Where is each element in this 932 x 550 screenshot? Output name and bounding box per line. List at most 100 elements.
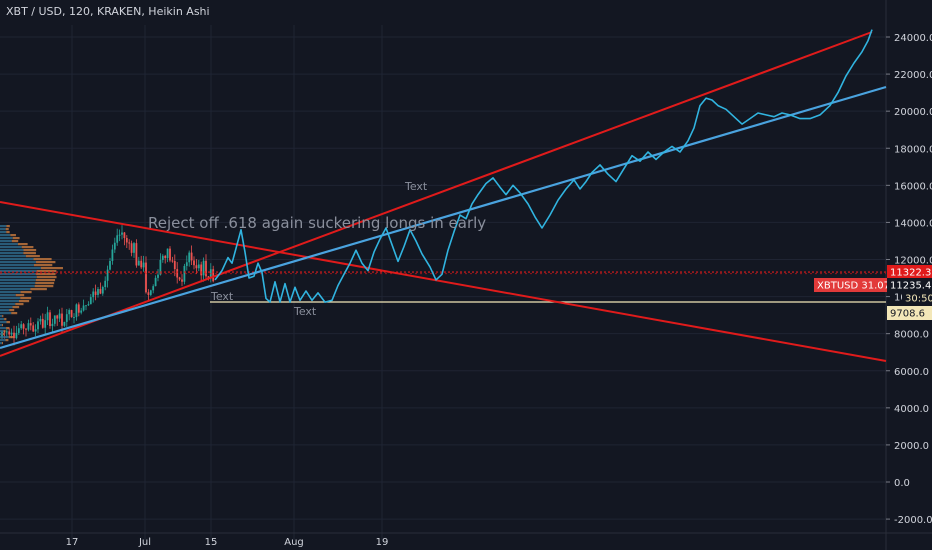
volume-bar-up bbox=[0, 258, 34, 261]
candle-body bbox=[65, 314, 68, 322]
candle-body bbox=[92, 291, 95, 298]
volume-bar-down bbox=[15, 303, 24, 306]
volume-bar-down bbox=[23, 252, 36, 255]
volume-bar-up bbox=[0, 228, 6, 231]
volume-bar-down bbox=[23, 249, 37, 252]
volume-bar-down bbox=[17, 243, 28, 246]
upper-trend-line bbox=[0, 31, 873, 357]
high-price-label: 11322.3 bbox=[890, 268, 931, 279]
candle-body bbox=[176, 269, 179, 278]
volume-bar-up bbox=[0, 276, 37, 279]
candle-body bbox=[32, 325, 35, 332]
y-tick-label: 12000.0 bbox=[894, 256, 932, 267]
candle-body bbox=[128, 242, 131, 244]
candle-body bbox=[20, 324, 23, 329]
price-labels: 11322.3 XBTUSD 31.07%11235.4 30:50 9708.6 bbox=[814, 265, 932, 320]
volume-bar-up bbox=[0, 330, 4, 333]
volume-bar-down bbox=[1, 342, 3, 345]
volume-bar-down bbox=[36, 261, 56, 264]
volume-bar-down bbox=[18, 300, 30, 303]
candle-body bbox=[157, 274, 159, 278]
volume-bar-down bbox=[33, 258, 52, 261]
candle-body bbox=[73, 317, 75, 319]
candle-body bbox=[185, 262, 188, 266]
y-tick-label: 18000.0 bbox=[894, 144, 932, 155]
y-tick-label: -2000.0 bbox=[894, 515, 932, 526]
candle-body bbox=[39, 318, 42, 322]
candle-body bbox=[58, 313, 61, 319]
candle-body bbox=[94, 291, 97, 295]
volume-bar-up bbox=[0, 234, 11, 237]
candle-body bbox=[140, 260, 143, 268]
candle-body bbox=[77, 304, 80, 313]
volume-bar-up bbox=[0, 336, 9, 339]
volume-bar-up bbox=[0, 297, 21, 300]
candle-body bbox=[130, 243, 133, 253]
volume-bar-down bbox=[35, 282, 55, 285]
candle-body bbox=[121, 232, 123, 235]
candle-body bbox=[8, 331, 11, 335]
candle-body bbox=[37, 321, 39, 330]
candle-body bbox=[147, 292, 150, 295]
last-price-label-box bbox=[887, 278, 932, 292]
candle-body bbox=[173, 261, 176, 270]
volume-bar-down bbox=[15, 294, 25, 297]
candle-body bbox=[80, 310, 83, 313]
volume-bar-down bbox=[8, 336, 14, 339]
volume-bar-up bbox=[0, 333, 3, 336]
blue-trend-line bbox=[0, 85, 887, 350]
volume-bar-down bbox=[36, 273, 56, 276]
candle-body bbox=[63, 321, 66, 326]
volume-bar-down bbox=[12, 237, 20, 240]
volume-bar-down bbox=[10, 234, 16, 237]
high-price-label-box bbox=[887, 265, 932, 279]
candle-body bbox=[13, 332, 15, 339]
volume-bar-up bbox=[0, 309, 10, 312]
candle-body bbox=[205, 260, 207, 277]
y-tick-label: 4000.0 bbox=[894, 404, 929, 415]
candle-body bbox=[178, 277, 181, 280]
countdown-label: 30:50 bbox=[905, 294, 932, 305]
candle-body bbox=[123, 232, 126, 238]
volume-bar-down bbox=[1, 324, 3, 327]
volume-bar-down bbox=[11, 312, 18, 315]
volume-bar-up bbox=[0, 327, 7, 330]
projected-path bbox=[214, 29, 873, 303]
volume-bar-down bbox=[40, 267, 63, 270]
volume-bar-up bbox=[0, 231, 7, 234]
candle-body bbox=[101, 286, 104, 294]
y-tick-label: 16000.0 bbox=[894, 181, 932, 192]
volume-bar-up bbox=[0, 294, 16, 297]
price-candles bbox=[1, 225, 215, 346]
candle-body bbox=[5, 331, 8, 333]
candle-body bbox=[212, 269, 215, 282]
y-tick-label: 0.0 bbox=[894, 478, 910, 489]
volume-bar-up bbox=[0, 291, 21, 294]
ticker-label-box bbox=[814, 278, 887, 292]
volume-bar-down bbox=[6, 327, 10, 330]
text-annotation: Text bbox=[404, 180, 428, 193]
y-tick-label: 6000.0 bbox=[894, 367, 929, 378]
y-tick-label: 8000.0 bbox=[894, 330, 929, 341]
candle-body bbox=[137, 260, 140, 266]
volume-bar-up bbox=[0, 267, 41, 270]
volume-bar-up bbox=[0, 273, 37, 276]
volume-bar-down bbox=[6, 321, 10, 324]
volume-bar-up bbox=[0, 255, 26, 258]
candle-body bbox=[34, 329, 37, 332]
candle-body bbox=[41, 318, 44, 328]
x-tick-label: 19 bbox=[376, 537, 389, 548]
candle-body bbox=[125, 237, 128, 243]
candle-body bbox=[181, 279, 183, 282]
last-price-label: 11235.4 bbox=[890, 281, 931, 292]
candle-body bbox=[159, 259, 162, 275]
volume-bar-up bbox=[0, 237, 13, 240]
x-tick-label: Aug bbox=[284, 537, 304, 548]
candle-body bbox=[10, 332, 13, 335]
candle-body bbox=[53, 315, 56, 324]
candle-body bbox=[89, 297, 92, 305]
volume-bar-down bbox=[12, 306, 20, 309]
candle-body bbox=[49, 312, 51, 327]
y-tick-label: 2000.0 bbox=[894, 441, 929, 452]
